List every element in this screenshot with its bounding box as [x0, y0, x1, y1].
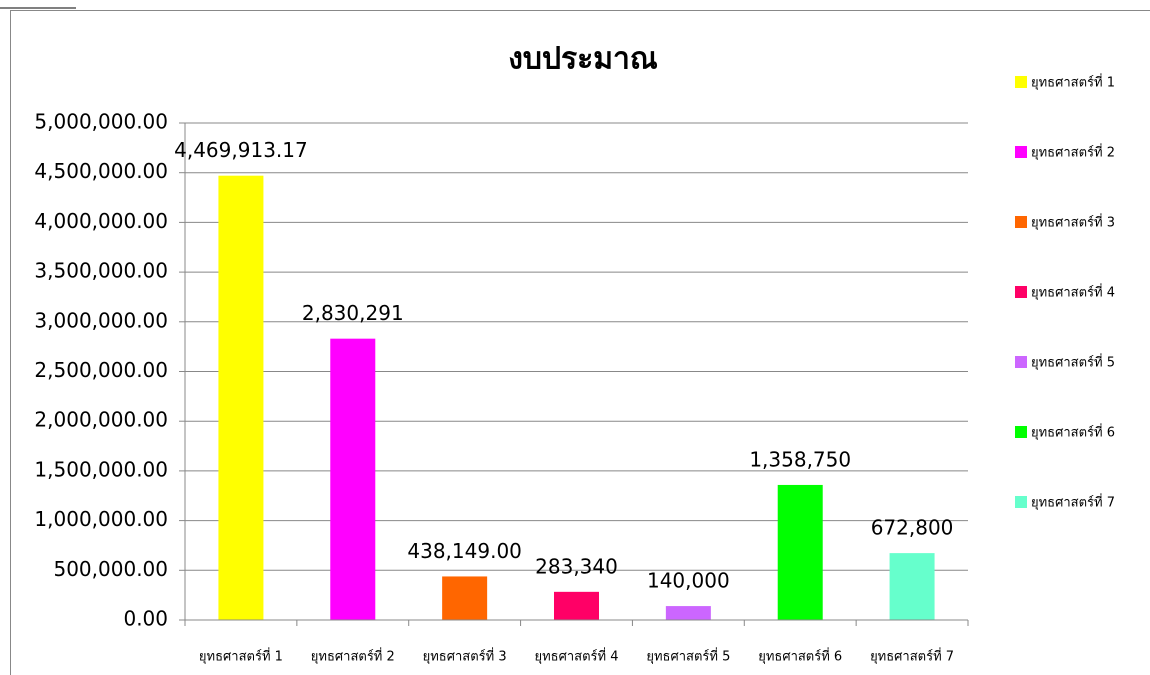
y-tick-label: 3,500,000.00	[34, 259, 168, 283]
y-tick-label: 5,000,000.00	[34, 110, 168, 134]
bar	[665, 606, 711, 620]
x-tick-label: ยุทธศาสตร์ที่ 6	[758, 648, 842, 665]
legend-swatch	[1015, 76, 1027, 88]
bar	[330, 338, 376, 620]
y-tick-label: 2,000,000.00	[34, 408, 168, 432]
legend-swatch	[1015, 146, 1027, 158]
chart-frame	[10, 10, 1150, 675]
y-tick-label: 2,500,000.00	[34, 358, 168, 382]
legend-label: ยุทธศาสตร์ที่ 7	[1031, 494, 1115, 511]
legend-label: ยุทธศาสตร์ที่ 1	[1031, 74, 1115, 91]
bar	[442, 576, 488, 620]
data-label: 1,358,750	[749, 447, 851, 471]
legend-swatch	[1015, 286, 1027, 298]
chart-title: งบประมาณ	[508, 42, 658, 77]
y-tick-label: 3,000,000.00	[34, 308, 168, 332]
data-label: 2,830,291	[302, 301, 404, 325]
data-label: 438,149.00	[407, 539, 522, 563]
x-tick-label: ยุทธศาสตร์ที่ 2	[311, 648, 395, 665]
y-tick-label: 0.00	[123, 607, 168, 631]
x-tick-label: ยุทธศาสตร์ที่ 7	[870, 648, 954, 665]
legend-label: ยุทธศาสตร์ที่ 4	[1031, 284, 1115, 301]
x-tick-label: ยุทธศาสตร์ที่ 1	[199, 648, 283, 665]
bar	[889, 553, 935, 620]
y-tick-label: 4,000,000.00	[34, 209, 168, 233]
legend-label: ยุทธศาสตร์ที่ 2	[1031, 144, 1115, 161]
bar	[554, 591, 599, 620]
legend-swatch	[1015, 216, 1027, 228]
y-tick-label: 500,000.00	[53, 557, 168, 581]
legend-swatch	[1015, 426, 1027, 438]
data-label: 283,340	[535, 554, 618, 578]
legend-swatch	[1015, 356, 1027, 368]
y-tick-label: 1,500,000.00	[34, 457, 168, 481]
legend-label: ยุทธศาสตร์ที่ 6	[1031, 424, 1115, 441]
data-label: 672,800	[871, 516, 954, 540]
legend-swatch	[1015, 496, 1027, 508]
x-tick-label: ยุทธศาสตร์ที่ 5	[646, 648, 730, 665]
data-label: 140,000	[647, 569, 730, 593]
y-tick-label: 1,000,000.00	[34, 507, 168, 531]
x-tick-label: ยุทธศาสตร์ที่ 4	[534, 648, 618, 665]
data-label: 4,469,913.17	[174, 138, 308, 162]
x-tick-label: ยุทธศาสตร์ที่ 3	[423, 648, 507, 665]
bar	[777, 484, 823, 620]
legend-label: ยุทธศาสตร์ที่ 5	[1031, 354, 1115, 371]
bar	[218, 175, 264, 621]
y-tick-label: 4,500,000.00	[34, 159, 168, 183]
legend-label: ยุทธศาสตร์ที่ 3	[1031, 214, 1115, 231]
